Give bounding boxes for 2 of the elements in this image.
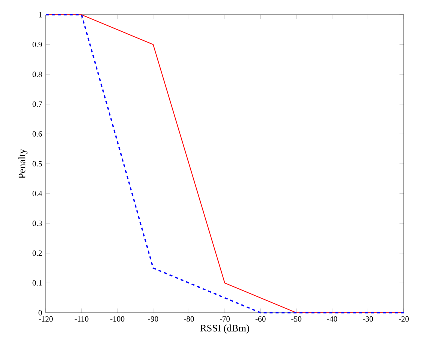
x-axis-title: RSSI (dBm) <box>200 324 250 334</box>
y-axis-title: Penalty <box>18 149 28 179</box>
